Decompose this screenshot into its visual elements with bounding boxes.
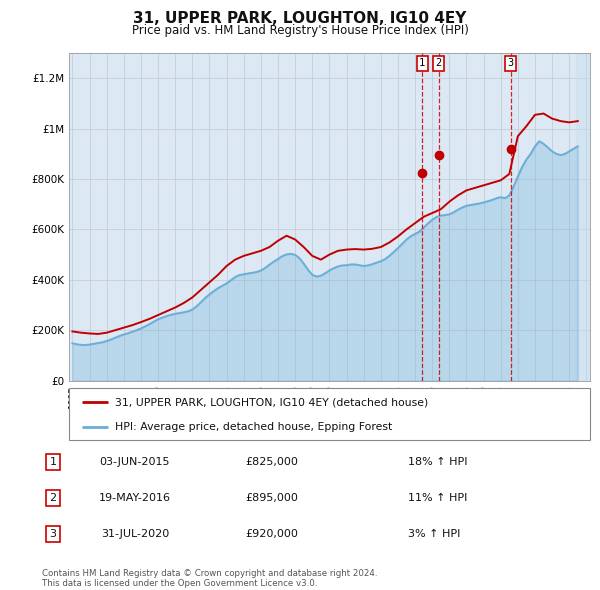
Text: 11% ↑ HPI: 11% ↑ HPI [408, 493, 467, 503]
Text: 03-JUN-2015: 03-JUN-2015 [100, 457, 170, 467]
Text: £895,000: £895,000 [245, 493, 298, 503]
Text: 2: 2 [49, 493, 56, 503]
Text: 2: 2 [436, 58, 442, 68]
Text: Contains HM Land Registry data © Crown copyright and database right 2024.
This d: Contains HM Land Registry data © Crown c… [42, 569, 377, 588]
Text: 31-JUL-2020: 31-JUL-2020 [101, 529, 169, 539]
Text: 19-MAY-2016: 19-MAY-2016 [99, 493, 171, 503]
FancyBboxPatch shape [69, 388, 590, 440]
Text: 31, UPPER PARK, LOUGHTON, IG10 4EY (detached house): 31, UPPER PARK, LOUGHTON, IG10 4EY (deta… [115, 397, 428, 407]
Text: Price paid vs. HM Land Registry's House Price Index (HPI): Price paid vs. HM Land Registry's House … [131, 24, 469, 37]
Text: 3: 3 [49, 529, 56, 539]
Text: £825,000: £825,000 [245, 457, 298, 467]
Text: 1: 1 [49, 457, 56, 467]
Text: 18% ↑ HPI: 18% ↑ HPI [408, 457, 467, 467]
Text: 1: 1 [419, 58, 425, 68]
Text: 3: 3 [508, 58, 514, 68]
Text: 31, UPPER PARK, LOUGHTON, IG10 4EY: 31, UPPER PARK, LOUGHTON, IG10 4EY [133, 11, 467, 25]
Bar [576, 53, 595, 381]
Text: HPI: Average price, detached house, Epping Forest: HPI: Average price, detached house, Eppi… [115, 422, 392, 431]
Text: 3% ↑ HPI: 3% ↑ HPI [408, 529, 460, 539]
Text: £920,000: £920,000 [245, 529, 298, 539]
